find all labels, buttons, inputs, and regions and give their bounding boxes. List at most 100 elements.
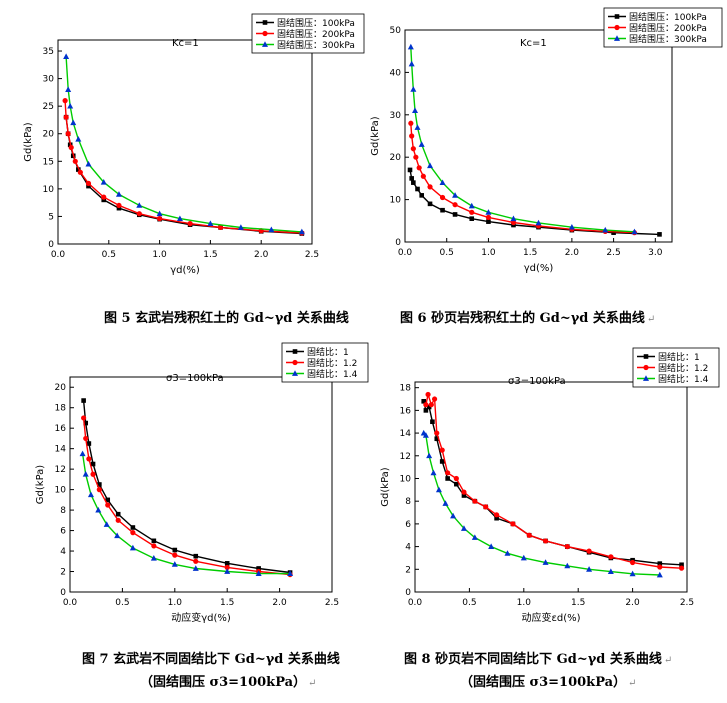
data-point <box>63 53 70 59</box>
caption-fig7-line2: （固结围压 σ3=100kPa） ↵ <box>140 675 317 690</box>
legend-marker <box>614 14 620 19</box>
data-point <box>611 230 616 235</box>
data-point <box>105 497 111 503</box>
data-point <box>136 202 143 208</box>
data-point <box>485 214 492 221</box>
legend-label: 固结比：1.4 <box>307 368 358 380</box>
y-tick-label: 6 <box>405 520 411 530</box>
y-tick-label: 8 <box>60 506 66 516</box>
plot-frame <box>414 381 688 593</box>
data-point <box>90 461 96 467</box>
y-tick-label: 10 <box>55 486 67 496</box>
data-point <box>115 511 121 517</box>
data-point <box>608 554 614 560</box>
y-tick-label: 2 <box>60 568 66 578</box>
data-point <box>116 205 122 211</box>
series-line-1 <box>82 400 291 574</box>
data-point <box>65 131 71 137</box>
y-axis-label: Gd(kPa) <box>23 122 34 161</box>
data-point <box>425 391 431 398</box>
y-axis-label: Gd(kPa) <box>380 467 391 506</box>
data-point <box>415 186 420 192</box>
y-tick-label: 35 <box>43 47 54 57</box>
legend-marker <box>292 370 298 376</box>
data-point <box>409 176 414 181</box>
legend-marker <box>292 359 298 366</box>
data-point <box>428 402 434 408</box>
data-point <box>434 430 440 436</box>
legend-label: 固结围压：200kPa <box>629 22 707 34</box>
data-point <box>416 165 422 171</box>
y-tick-label: 40 <box>390 68 402 78</box>
legend-marker <box>262 30 268 37</box>
x-tick-label: 2.0 <box>254 250 269 260</box>
x-tick-label: 0.5 <box>462 598 476 608</box>
y-tick-label: 20 <box>390 153 402 163</box>
data-point <box>427 184 433 190</box>
data-point <box>86 441 92 446</box>
data-point <box>176 215 183 222</box>
data-point <box>217 224 224 231</box>
data-point <box>101 197 107 203</box>
x-axis-label: γd(%) <box>524 263 554 274</box>
series-line-3 <box>65 56 302 233</box>
data-point <box>86 456 92 462</box>
data-point <box>96 487 102 493</box>
data-point <box>87 491 94 498</box>
chart-6: 0.0 0.5 1.0 1.5 2.0 2.5 3.0 0 10 20 30 40 50 γd(%) Gd(… <box>370 7 723 274</box>
data-point <box>657 232 662 237</box>
data-point <box>187 221 193 227</box>
legend-marker <box>292 349 298 354</box>
y-tick-label: 6 <box>60 527 66 537</box>
data-point <box>298 228 305 235</box>
data-point <box>510 219 517 226</box>
x-tick-label: 1.5 <box>523 248 537 258</box>
data-point <box>67 102 74 109</box>
x-tick-label: 1.0 <box>481 248 496 258</box>
data-point <box>439 179 446 186</box>
data-point <box>419 193 424 198</box>
data-point <box>427 162 434 169</box>
x-tick-label: 1.5 <box>571 598 585 608</box>
data-point <box>172 552 178 558</box>
data-point <box>421 398 427 404</box>
x-tick-label: 0.0 <box>398 248 413 258</box>
data-point <box>435 486 442 493</box>
data-point <box>629 570 636 577</box>
data-point <box>115 191 122 197</box>
x-tick-label: 0.0 <box>51 250 66 260</box>
y-tick-label: 10 <box>43 185 55 195</box>
data-point <box>100 179 107 185</box>
x-tick-label: 0.0 <box>63 598 78 608</box>
x-tick-label: 3.0 <box>648 248 663 258</box>
x-axis-label: γd(%) <box>170 265 200 276</box>
data-point <box>412 107 419 113</box>
y-tick-label: 5 <box>48 212 54 222</box>
data-point <box>407 167 413 173</box>
data-point <box>453 475 459 482</box>
data-point <box>76 167 81 172</box>
data-point <box>657 561 663 566</box>
y-tick-label: 30 <box>43 75 55 85</box>
series-line-3 <box>410 46 635 233</box>
legend-label: 固结比：1 <box>658 351 700 363</box>
y-axis-label: Gd(kPa) <box>370 116 381 155</box>
x-tick-label: 1.0 <box>168 598 183 608</box>
y-tick-label: 0 <box>48 240 54 250</box>
data-point <box>586 548 592 554</box>
data-point <box>172 547 178 553</box>
data-point <box>678 565 685 571</box>
data-point <box>410 86 417 92</box>
legend-label: 固结围压：200kPa <box>277 28 355 40</box>
data-point <box>420 173 426 179</box>
series-line-1 <box>65 117 302 235</box>
data-point <box>65 86 72 93</box>
legend-label: 固结围压：300kPa <box>629 33 707 45</box>
data-point <box>535 219 542 226</box>
caption-fig5: 图 5 玄武岩残积红土的 Gd~γd 关系曲线 <box>104 311 349 326</box>
data-point <box>130 525 136 530</box>
data-point <box>81 398 86 403</box>
x-tick-label: 1.5 <box>220 598 234 608</box>
data-point <box>156 210 163 217</box>
